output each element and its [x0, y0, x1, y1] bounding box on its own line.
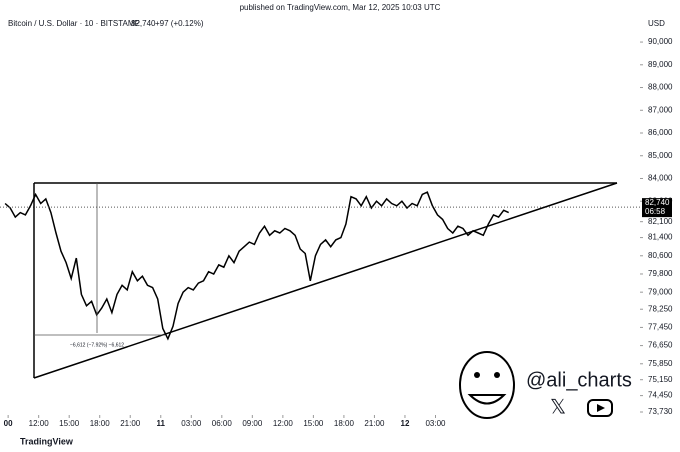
y-tick-label: 88,000	[648, 83, 673, 92]
support	[33, 182, 618, 379]
y-tick-label: 87,000	[648, 105, 673, 114]
y-tick-label: 89,000	[648, 60, 673, 69]
countdown: 06:58	[645, 207, 666, 216]
x-tick-label: 18:00	[334, 419, 355, 428]
x-tick-label: 06:00	[212, 419, 233, 428]
handle: @ali_charts	[526, 369, 632, 391]
y-tick-label: 73,730	[648, 407, 673, 416]
y-tick-label: 86,000	[648, 128, 673, 137]
y-tick-label: 77,450	[648, 323, 673, 332]
x-tick-label: 15:00	[59, 419, 80, 428]
x-tick-label: 12:00	[273, 419, 294, 428]
y-tick-label: 79,800	[648, 269, 673, 278]
x-tick-label: 03:00	[181, 419, 202, 428]
x-tick-label: 03:00	[425, 419, 446, 428]
x-tick-label: 21:00	[120, 419, 141, 428]
triangle	[33, 182, 618, 379]
y-tick-label: 90,000	[648, 37, 673, 46]
brand: TradingView	[20, 436, 74, 446]
y-tick-label: 79,000	[648, 287, 673, 296]
x-tick-label: 21:00	[364, 419, 385, 428]
x-tick-label: 11	[157, 419, 166, 428]
y-tick-label: 75,850	[648, 359, 673, 368]
symbol: Bitcoin / U.S. Dollar · 10 · BITSTAMP	[8, 19, 140, 28]
price-tag-label: 82,740	[645, 198, 670, 207]
x-tick-label: 12:00	[29, 419, 50, 428]
x-tick-label: 18:00	[90, 419, 111, 428]
price-tag	[642, 198, 672, 218]
y-tick-label: 75,150	[648, 375, 673, 384]
y-tick-label: 84,000	[648, 174, 673, 183]
currency: USD	[648, 19, 665, 28]
published: published on TradingView.com, Mar 12, 20…	[240, 3, 441, 12]
avatar	[459, 351, 515, 419]
last: 82,740	[131, 19, 156, 28]
y-tick-label: 76,650	[648, 341, 673, 350]
y-tick-label: 74,450	[648, 391, 673, 400]
price-line	[4, 191, 510, 341]
y-tick-label: 80,600	[648, 251, 673, 260]
y-tick-label: 82,100	[648, 217, 673, 226]
x-tick-label: 09:00	[242, 419, 263, 428]
x-tick-label: 12	[401, 419, 410, 428]
y-tick-label: 85,000	[648, 151, 673, 160]
youtube-play	[597, 404, 605, 412]
y-tick-label: 78,250	[648, 304, 673, 313]
plot: 90,000 89,000 88,000 87,000 86,000 85,000 84,0…	[0, 37, 673, 428]
change: +97 (+0.12%)	[155, 19, 204, 28]
y-tick-label: 81,400	[648, 233, 673, 242]
x-tick-label: 15:00	[303, 419, 324, 428]
youtube-icon	[587, 399, 613, 417]
x-icon: 𝕏	[550, 396, 566, 418]
x-tick-label: 00	[4, 419, 13, 428]
measure-label: −6,612 (−7.92%) −6,612	[70, 342, 124, 348]
